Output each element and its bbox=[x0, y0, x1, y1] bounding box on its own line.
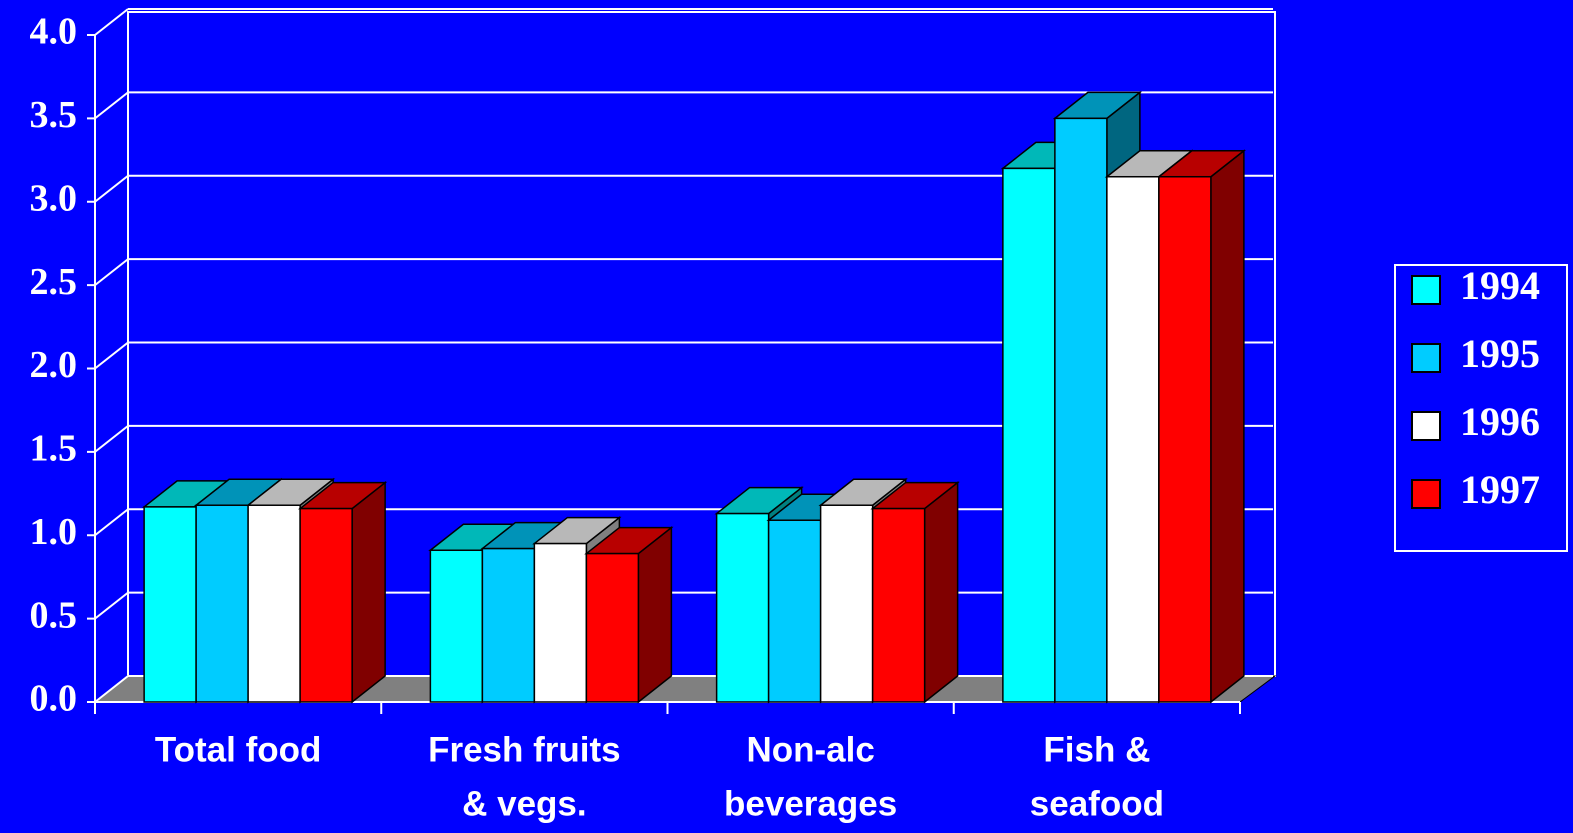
x-tick-label: Non-alc bbox=[746, 730, 874, 769]
grid-line-side bbox=[94, 174, 129, 203]
bar-front bbox=[585, 552, 640, 703]
bar-front bbox=[715, 512, 770, 703]
grid-line-side bbox=[94, 8, 129, 36]
legend-swatch bbox=[1411, 411, 1441, 441]
y-tick-label: 4.0 bbox=[30, 11, 78, 53]
bar-side bbox=[637, 526, 673, 704]
legend-label: 1997 bbox=[1460, 467, 1540, 512]
bar bbox=[1156, 149, 1247, 704]
x-tick-label: Fresh fruits bbox=[428, 730, 621, 769]
grid-line-side bbox=[94, 341, 129, 370]
x-tick-label: Total food bbox=[155, 730, 322, 769]
grid-line-side bbox=[94, 508, 129, 537]
legend-label: 1996 bbox=[1460, 399, 1540, 444]
y-tick-label: 2.0 bbox=[30, 344, 78, 386]
grid-line bbox=[94, 8, 1273, 36]
x-tick-label: beverages bbox=[724, 784, 897, 823]
bar-front bbox=[195, 504, 249, 703]
x-tick-label: & vegs. bbox=[462, 784, 587, 823]
grid-line-side bbox=[94, 91, 129, 120]
legend-swatch bbox=[1411, 343, 1441, 373]
bar bbox=[584, 526, 674, 704]
y-tick-label: 0.0 bbox=[30, 678, 78, 720]
grid-line bbox=[94, 91, 1273, 120]
bar-front bbox=[1054, 117, 1108, 703]
bar-front bbox=[247, 504, 301, 703]
legend-box bbox=[1394, 264, 1568, 552]
legend-label: 1995 bbox=[1460, 331, 1540, 376]
bar-front bbox=[143, 506, 197, 703]
bar-front bbox=[1158, 175, 1212, 703]
bar-front bbox=[429, 549, 484, 703]
legend-label: 1994 bbox=[1460, 263, 1540, 308]
bar-front bbox=[1002, 167, 1056, 703]
bar-side bbox=[351, 481, 386, 704]
bar-front bbox=[1106, 175, 1160, 703]
y-tick-label: 2.5 bbox=[30, 261, 78, 303]
x-tick-label: seafood bbox=[1030, 784, 1164, 823]
bar-front bbox=[533, 542, 588, 703]
bar-front bbox=[481, 547, 536, 703]
bar bbox=[870, 481, 960, 704]
bar-side bbox=[1210, 149, 1245, 704]
bar-front bbox=[767, 519, 822, 703]
bar-front bbox=[871, 507, 926, 703]
grid-line-side bbox=[94, 425, 129, 453]
legend-swatch bbox=[1411, 275, 1441, 305]
y-tick-label: 3.0 bbox=[30, 177, 78, 219]
grid-line-side bbox=[94, 591, 129, 620]
legend-swatch bbox=[1411, 479, 1441, 509]
y-tick-label: 0.5 bbox=[30, 594, 78, 636]
y-tick-label: 1.0 bbox=[30, 511, 78, 553]
bar-front bbox=[819, 504, 874, 703]
bar-front bbox=[299, 507, 353, 703]
x-tick-label: Fish & bbox=[1043, 730, 1150, 769]
bar-side bbox=[923, 481, 959, 704]
grid-line-side bbox=[94, 675, 129, 703]
y-tick-label: 3.5 bbox=[30, 94, 78, 136]
y-tick-label: 1.5 bbox=[30, 428, 78, 470]
grid-line-side bbox=[94, 258, 129, 286]
bar bbox=[297, 481, 388, 704]
